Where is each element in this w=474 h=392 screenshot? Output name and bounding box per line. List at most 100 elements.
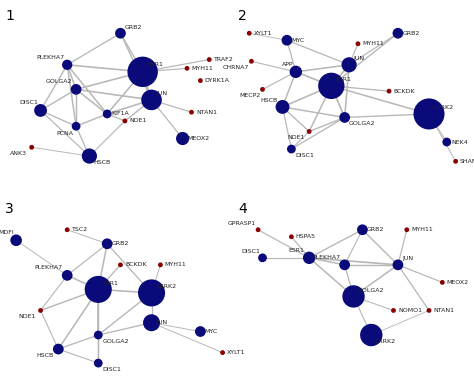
Text: MYH11: MYH11 — [165, 262, 187, 267]
Point — [283, 37, 291, 44]
Text: HSCB: HSCB — [94, 160, 111, 165]
Point — [259, 255, 266, 261]
Text: DISC1: DISC1 — [241, 249, 260, 254]
Point — [205, 56, 213, 63]
Point — [64, 272, 71, 278]
Text: ESR1: ESR1 — [289, 248, 305, 252]
Point — [305, 128, 313, 134]
Text: DYRK1A: DYRK1A — [205, 78, 230, 83]
Text: XYLT1: XYLT1 — [227, 350, 246, 355]
Point — [350, 293, 357, 299]
Point — [197, 328, 204, 335]
Text: MYH11: MYH11 — [191, 66, 213, 71]
Text: SHANK1: SHANK1 — [460, 159, 474, 164]
Text: GOLGA2: GOLGA2 — [349, 121, 375, 126]
Text: TSC2: TSC2 — [72, 227, 88, 232]
Text: 2: 2 — [238, 9, 247, 23]
Point — [288, 146, 295, 152]
Text: JUN: JUN — [402, 256, 413, 261]
Point — [359, 227, 366, 233]
Point — [390, 307, 397, 314]
Text: 1: 1 — [5, 9, 14, 23]
Point — [156, 262, 164, 268]
Point — [394, 262, 402, 268]
Text: ESR1: ESR1 — [147, 62, 163, 67]
Point — [12, 237, 20, 243]
Text: MEOX2: MEOX2 — [187, 136, 209, 141]
Point — [148, 290, 155, 296]
Text: GOLGA2: GOLGA2 — [45, 79, 72, 84]
Point — [64, 227, 71, 233]
Point — [254, 227, 262, 233]
Text: NTAN1: NTAN1 — [433, 308, 455, 313]
Text: XYLT1: XYLT1 — [254, 31, 272, 36]
Text: PLEKHA7: PLEKHA7 — [312, 254, 340, 260]
Point — [438, 279, 446, 285]
Point — [367, 332, 375, 338]
Text: NDE1: NDE1 — [129, 118, 147, 123]
Point — [452, 158, 459, 165]
Point — [103, 111, 111, 117]
Text: NOMO1: NOMO1 — [398, 308, 422, 313]
Text: MYC: MYC — [292, 38, 305, 43]
Point — [292, 69, 300, 75]
Text: JUN: JUN — [156, 91, 167, 96]
Point — [443, 139, 451, 145]
Text: KIF1A: KIF1A — [111, 111, 129, 116]
Point — [64, 62, 71, 68]
Point — [28, 144, 36, 151]
Point — [117, 30, 124, 36]
Point — [94, 360, 102, 366]
Text: 3: 3 — [5, 201, 14, 216]
Point — [403, 227, 410, 233]
Text: GOLGA2: GOLGA2 — [358, 288, 384, 293]
Text: ESR1: ESR1 — [336, 77, 352, 82]
Point — [305, 255, 313, 261]
Text: ANK3: ANK3 — [10, 151, 27, 156]
Text: CHRNA7: CHRNA7 — [223, 65, 249, 70]
Text: GRB2: GRB2 — [125, 25, 142, 30]
Point — [148, 97, 155, 103]
Text: BCKDK: BCKDK — [125, 262, 146, 267]
Text: LRRK2: LRRK2 — [433, 105, 454, 111]
Point — [103, 241, 111, 247]
Point — [288, 234, 295, 240]
Text: BCKDK: BCKDK — [393, 89, 415, 94]
Point — [139, 69, 146, 75]
Point — [425, 111, 433, 117]
Point — [37, 107, 45, 114]
Text: LRRK2: LRRK2 — [376, 339, 396, 343]
Text: GOLGA2: GOLGA2 — [103, 339, 129, 343]
Text: GRB2: GRB2 — [111, 241, 129, 246]
Text: JUN: JUN — [156, 320, 167, 325]
Point — [219, 349, 227, 356]
Point — [246, 30, 253, 36]
Text: LRRK2: LRRK2 — [156, 285, 176, 289]
Point — [345, 62, 353, 68]
Text: MDFI: MDFI — [0, 230, 14, 235]
Text: JUN: JUN — [354, 56, 365, 61]
Point — [385, 88, 393, 94]
Point — [197, 78, 204, 84]
Point — [179, 135, 186, 142]
Point — [86, 153, 93, 159]
Text: GRB2: GRB2 — [402, 31, 420, 36]
Point — [117, 262, 124, 268]
Text: TRAF2: TRAF2 — [214, 57, 233, 62]
Text: MYH11: MYH11 — [363, 41, 384, 46]
Text: NDE1: NDE1 — [287, 135, 305, 140]
Point — [394, 30, 402, 36]
Point — [279, 104, 286, 110]
Text: MEOX2: MEOX2 — [447, 280, 469, 285]
Point — [37, 307, 45, 314]
Point — [354, 41, 362, 47]
Point — [94, 332, 102, 338]
Point — [328, 83, 335, 89]
Point — [72, 123, 80, 129]
Point — [425, 307, 433, 314]
Text: NEK4: NEK4 — [451, 140, 468, 145]
Text: HSCB: HSCB — [261, 98, 278, 103]
Text: GPRASP1: GPRASP1 — [228, 221, 256, 226]
Text: MYH11: MYH11 — [411, 227, 433, 232]
Point — [121, 118, 129, 124]
